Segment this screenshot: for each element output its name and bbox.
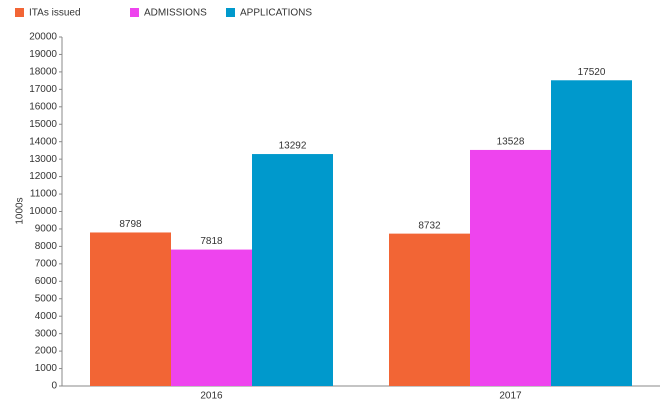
y-tick-label: 3000	[35, 328, 58, 339]
y-tick-label: 15000	[29, 119, 57, 130]
y-tick-label: 8000	[35, 241, 58, 252]
y-tick-label: 13000	[29, 154, 57, 165]
y-tick-label: 9000	[35, 224, 58, 235]
y-tick-label: 17000	[29, 84, 57, 95]
data-label: 8732	[418, 220, 441, 231]
y-tick-label: 4000	[35, 311, 58, 322]
y-tick-label: 10000	[29, 206, 57, 217]
y-tick-label: 1000	[35, 363, 58, 374]
y-tick-label: 14000	[29, 136, 57, 147]
bar	[90, 232, 171, 386]
y-tick-label: 0	[51, 381, 57, 392]
bar	[389, 233, 470, 386]
bar	[252, 154, 333, 386]
y-tick-label: 18000	[29, 67, 57, 78]
legend-label: ITAs issued	[29, 8, 81, 19]
y-tick-label: 19000	[29, 49, 57, 60]
y-tick-label: 11000	[30, 189, 58, 200]
y-tick-label: 5000	[35, 293, 58, 304]
legend-swatch	[130, 8, 139, 17]
bar	[171, 249, 252, 386]
y-axis-label: 1000s	[15, 197, 26, 224]
x-tick-label: 2017	[499, 391, 522, 402]
bar	[551, 80, 632, 386]
data-label: 8798	[119, 219, 142, 230]
data-label: 13528	[497, 137, 525, 148]
y-tick-label: 12000	[29, 171, 57, 182]
y-tick-label: 16000	[29, 101, 57, 112]
y-tick-label: 6000	[35, 276, 58, 287]
y-tick-label: 2000	[35, 346, 58, 357]
bar	[470, 149, 551, 386]
legend-swatch	[15, 8, 24, 17]
data-label: 13292	[279, 141, 307, 152]
legend-swatch	[226, 8, 235, 17]
x-tick-label: 2016	[200, 391, 223, 402]
data-label: 17520	[578, 67, 606, 78]
legend-label: APPLICATIONS	[240, 8, 312, 19]
legend-label: ADMISSIONS	[144, 8, 207, 19]
y-tick-label: 7000	[35, 258, 58, 269]
data-label: 7818	[200, 236, 223, 247]
y-tick-label: 20000	[29, 32, 57, 43]
